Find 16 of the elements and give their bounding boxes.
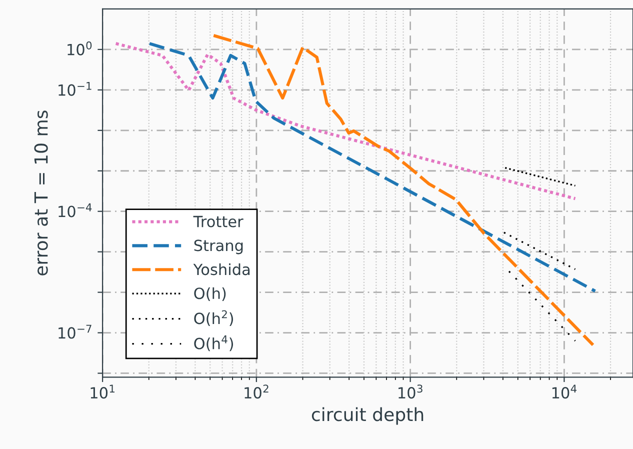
- y-tick-label: 10$^{−4}$: [58, 203, 92, 218]
- x-tick-label: 10$^{1}$: [90, 384, 115, 399]
- y-tick-label: 10$^{0}$: [68, 41, 92, 56]
- legend-label: Strang: [194, 240, 243, 254]
- legend-label: O(h): [194, 287, 226, 301]
- y-tick-label: 10$^{−7}$: [58, 324, 92, 339]
- legend-label: O(h$^{4}$): [194, 335, 234, 352]
- legend-label: Trotter: [193, 216, 244, 228]
- y-tick-label: 10$^{−1}$: [58, 82, 92, 96]
- legend-label: Yoshida: [193, 263, 250, 276]
- x-tick-label: 10$^{2}$: [244, 384, 268, 399]
- x-tick-label: 10$^{4}$: [552, 384, 577, 399]
- x-axis-title: circuit depth: [312, 407, 424, 425]
- legend-label: O(h$^{2}$): [194, 310, 234, 326]
- y-axis-title: error at T = 10 ms: [34, 110, 48, 276]
- x-tick-label: 10$^{3}$: [398, 384, 422, 399]
